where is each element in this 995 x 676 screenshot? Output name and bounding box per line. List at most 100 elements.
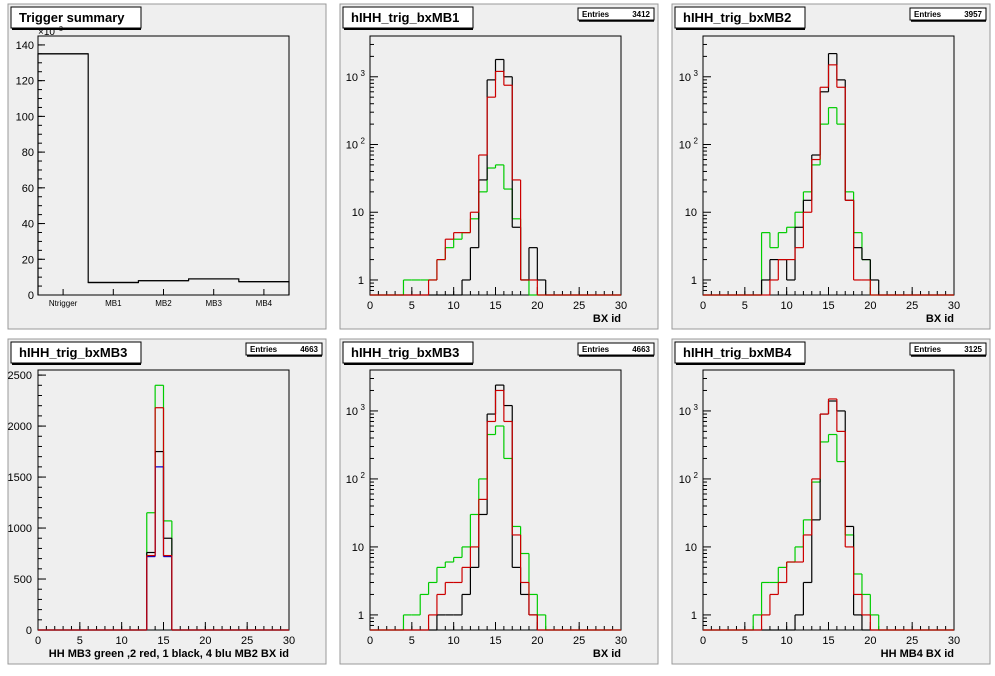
category-label: MB4 — [256, 299, 273, 308]
x-tick-label: 15 — [822, 300, 834, 312]
x-tick-label: 30 — [283, 635, 295, 647]
y-tick-exponent: 3 — [694, 403, 699, 412]
y-tick-label: 140 — [16, 40, 34, 52]
y-tick-label: 1500 — [8, 472, 32, 484]
x-axis-label: BX id — [593, 648, 621, 660]
y-tick-label: 10 — [346, 406, 358, 418]
x-axis-label: HH MB4 BX id — [881, 648, 954, 660]
stats-box — [577, 7, 655, 21]
x-tick-label: 10 — [116, 635, 128, 647]
x-tick-label: 5 — [742, 635, 748, 647]
category-label: MB2 — [155, 299, 172, 308]
x-tick-label: 30 — [948, 300, 960, 312]
stats-box — [909, 342, 987, 356]
x-tick-label: 15 — [489, 635, 501, 647]
y-tick-label: 10 — [679, 406, 691, 418]
y-tick-exponent: 2 — [694, 137, 699, 146]
x-tick-label: 20 — [864, 300, 876, 312]
y-tick-label: 10 — [685, 542, 697, 554]
category-label: MB1 — [105, 299, 122, 308]
y-tick-exponent: 2 — [694, 471, 699, 480]
y-tick-label: 60 — [22, 183, 34, 195]
x-tick-label: 10 — [781, 635, 793, 647]
x-tick-label: 5 — [409, 635, 415, 647]
stats-entries-value: 3125 — [964, 345, 982, 354]
chart-title: hIHH_trig_bxMB2 — [683, 10, 791, 25]
y-multiplier-label: ×10 — [38, 27, 55, 38]
series-red — [370, 70, 621, 296]
x-tick-label: 5 — [77, 635, 83, 647]
stats-entries-label: Entries — [250, 345, 278, 354]
chart-title: hIHH_trig_bxMB3 — [351, 345, 459, 360]
series-red — [703, 64, 954, 296]
x-axis-label: BX id — [593, 313, 621, 325]
y-tick-exponent: 3 — [361, 403, 366, 412]
series-red — [38, 407, 289, 631]
y-tick-label: 1 — [691, 275, 697, 287]
y-tick-label: 10 — [346, 474, 358, 486]
y-tick-label: 10 — [679, 140, 691, 152]
chart-title: hIHH_trig_bxMB4 — [683, 345, 792, 360]
stats-entries-label: Entries — [914, 345, 942, 354]
x-tick-label: 0 — [700, 300, 706, 312]
y-tick-label: 10 — [685, 207, 697, 219]
y-tick-label: 100 — [16, 111, 34, 123]
y-tick-label: 1 — [691, 610, 697, 622]
y-tick-exponent: 2 — [361, 137, 366, 146]
stats-entries-value: 3957 — [964, 10, 982, 19]
y-tick-label: 10 — [352, 207, 364, 219]
y-tick-label: 10 — [346, 72, 358, 84]
chart-panel-3: hIHH_trig_bxMB3 Entries 4663 0 5 10 15 20 25 30HH… — [7, 338, 327, 665]
x-tick-label: 20 — [531, 300, 543, 312]
x-tick-label: 15 — [157, 635, 169, 647]
y-tick-exponent: 3 — [694, 69, 699, 78]
x-tick-label: 5 — [409, 300, 415, 312]
y-tick-exponent: 2 — [361, 471, 366, 480]
x-axis-label: BX id — [926, 313, 954, 325]
x-tick-label: 25 — [241, 635, 253, 647]
chart-title: Trigger summary — [19, 10, 125, 25]
x-tick-label: 20 — [864, 635, 876, 647]
chart-panel-2: hIHH_trig_bxMB2 Entries 3957 0 5 10 15 20 25 30BX… — [671, 3, 991, 330]
stats-box — [909, 7, 987, 21]
x-tick-label: 0 — [35, 635, 41, 647]
x-tick-label: 20 — [531, 635, 543, 647]
series-red — [370, 389, 621, 631]
y-tick-label: 10 — [679, 72, 691, 84]
chart-panel-5: hIHH_trig_bxMB4 Entries 3125 0 5 10 15 20 25 30HH… — [671, 338, 991, 665]
stats-entries-label: Entries — [914, 10, 942, 19]
y-tick-label: 1 — [358, 610, 364, 622]
y-tick-label: 2500 — [8, 370, 32, 382]
x-tick-label: 5 — [742, 300, 748, 312]
y-multiplier-exponent: 3 — [59, 26, 63, 33]
chart-panel-1: hIHH_trig_bxMB1 Entries 3412 0 5 10 15 20 25 30BX… — [339, 3, 659, 330]
y-tick-label: 500 — [14, 574, 32, 586]
stats-entries-value: 3412 — [632, 10, 650, 19]
category-label: Ntrigger — [49, 299, 78, 308]
y-tick-label: 80 — [22, 147, 34, 159]
x-tick-label: 0 — [367, 300, 373, 312]
y-tick-label: 120 — [16, 76, 34, 88]
plot-frame — [37, 35, 290, 296]
y-tick-label: 0 — [28, 290, 34, 302]
category-label: MB3 — [205, 299, 222, 308]
y-tick-label: 2000 — [8, 421, 32, 433]
x-tick-label: 25 — [906, 300, 918, 312]
x-tick-label: 15 — [822, 635, 834, 647]
x-axis-label: HH MB3 green ,2 red, 1 black, 4 blu MB2 … — [49, 648, 289, 660]
x-tick-label: 10 — [448, 635, 460, 647]
y-tick-label: 1000 — [8, 523, 32, 535]
x-tick-label: 25 — [573, 300, 585, 312]
series-red — [703, 398, 954, 631]
y-tick-label: 10 — [346, 140, 358, 152]
x-tick-label: 25 — [573, 635, 585, 647]
x-tick-label: 10 — [448, 300, 460, 312]
chart-panel-4: hIHH_trig_bxMB3 Entries 4663 0 5 10 15 20 25 30BX… — [339, 338, 659, 665]
stats-entries-label: Entries — [582, 345, 610, 354]
y-tick-label: 1 — [358, 275, 364, 287]
x-tick-label: 25 — [906, 635, 918, 647]
y-tick-label: 0 — [26, 625, 32, 637]
x-tick-label: 15 — [489, 300, 501, 312]
